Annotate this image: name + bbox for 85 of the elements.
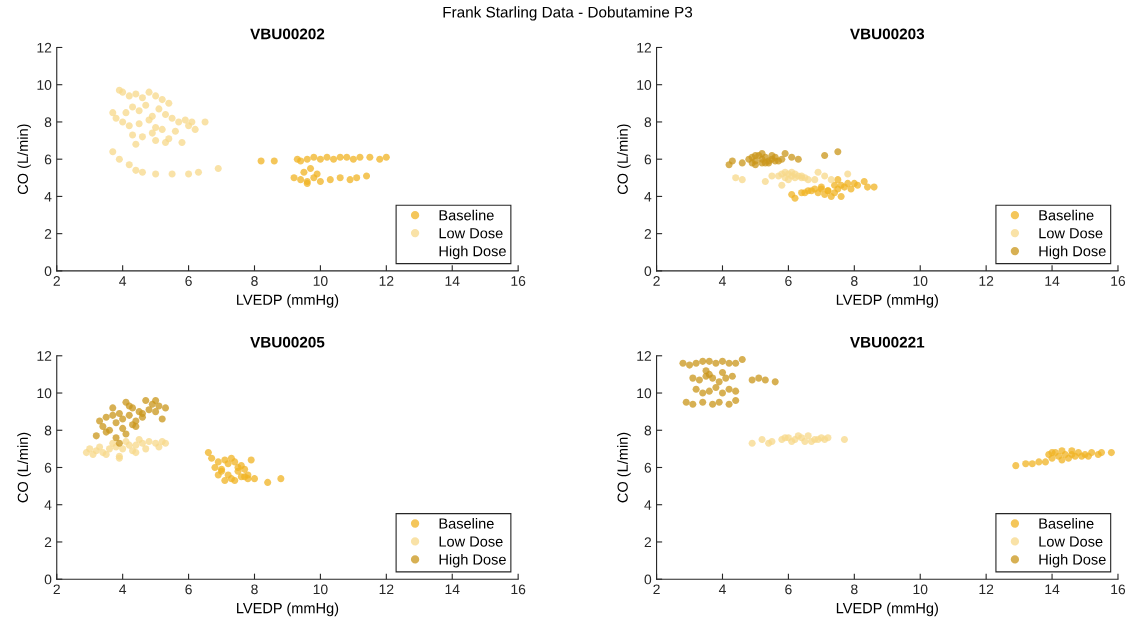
x-tick-label: 10 [913,584,928,595]
legend-label: Baseline [439,518,494,529]
x-tick-label: 16 [1111,584,1126,595]
text: Frank Starling Data - Dobutamine P3 [443,6,693,21]
x-tick-label: 4 [119,584,127,595]
x-tick-label: 8 [251,584,258,595]
legend-label: Baseline [1039,518,1094,529]
y-tick-label: 4 [44,191,52,202]
y-tick-label: 10 [37,80,52,90]
y-tick-label: 4 [44,500,52,510]
y-tick-label: 10 [637,80,652,90]
y-tick-label: 2 [644,228,652,239]
y-tick-label: 12 [37,351,52,361]
chart-title: VBU00203 [850,28,925,40]
legend-label: High Dose [1039,245,1106,260]
y-tick-label: 12 [37,42,52,53]
x-tick-label: 16 [511,584,526,595]
x-axis-title: LVEDP (mmHg) [237,602,339,617]
y-tick-label: 0 [644,266,652,277]
x-tick-label: 12 [379,584,394,595]
x-tick-label: 12 [979,276,994,286]
x-tick-label: 10 [313,584,328,595]
chart-title: VBU00221 [850,336,925,348]
x-tick-label: 14 [445,276,460,286]
y-tick-label: 0 [44,574,52,585]
y-tick-label: 6 [644,462,652,473]
x-tick-label: 10 [913,276,928,286]
x-tick-label: 4 [718,584,726,595]
legend-label: High Dose [439,553,506,568]
legend-label: Baseline [1039,209,1094,221]
x-tick-label: 16 [511,276,526,286]
y-tick-label: 12 [637,42,652,53]
x-tick-label: 6 [785,276,792,286]
y-tick-label: 2 [644,537,652,547]
y-tick-label: 10 [37,388,52,399]
y-tick-label: 8 [44,425,52,436]
x-tick-label: 2 [53,276,60,286]
x-tick-label: 8 [251,276,258,286]
legend-label: Low Dose [1039,536,1103,547]
x-axis-title: LVEDP (mmHg) [836,602,938,617]
text: High Dose [439,245,506,260]
x-tick-label: 2 [653,584,660,595]
legend-label: High Dose [1039,553,1106,568]
x-tick-label: 14 [445,584,460,595]
legend-label: Low Dose [439,228,503,239]
x-tick-label: 2 [53,584,60,595]
x-tick-label: 14 [1045,276,1060,286]
y-tick-label: 0 [44,266,52,277]
y-tick-label: 6 [644,154,652,165]
x-axis-title: LVEDP (mmHg) [836,294,938,308]
y-tick-label: 6 [44,462,52,473]
x-tick-label: 14 [1045,584,1060,595]
y-tick-label: 8 [644,117,652,128]
x-tick-label: 8 [851,276,858,286]
y-axis-title: CO (L/min) [17,432,31,503]
x-tick-label: 16 [1111,276,1126,286]
x-axis-title: LVEDP (mmHg) [237,294,339,308]
y-tick-label: 2 [44,537,52,547]
y-axis-title: CO (L/min) [17,124,31,195]
x-tick-label: 6 [185,584,192,595]
chart-title: VBU00205 [250,336,325,348]
y-tick-label: 6 [44,154,52,165]
y-tick-label: 12 [637,351,652,361]
y-tick-label: 0 [644,574,652,585]
legend-label: Baseline [439,209,494,221]
chart-title: VBU00202 [250,28,325,40]
y-tick-label: 2 [44,228,52,239]
x-tick-label: 8 [851,584,858,595]
y-tick-label: 4 [644,500,652,510]
y-axis-title: CO (L/min) [617,432,631,503]
x-tick-label: 4 [718,276,726,286]
legend-label: Low Dose [1039,228,1103,239]
x-tick-label: 12 [979,584,994,595]
y-tick-label: 8 [44,117,52,128]
y-tick-label: 10 [637,388,652,399]
x-tick-label: 4 [119,276,127,286]
x-tick-label: 2 [653,276,660,286]
x-tick-label: 6 [785,584,792,595]
x-tick-label: 6 [185,276,192,286]
y-tick-label: 4 [644,191,652,202]
y-tick-label: 8 [644,425,652,436]
legend-label: Low Dose [439,536,503,547]
x-tick-label: 10 [313,276,328,286]
x-tick-label: 12 [379,276,394,286]
y-axis-title: CO (L/min) [617,124,631,195]
